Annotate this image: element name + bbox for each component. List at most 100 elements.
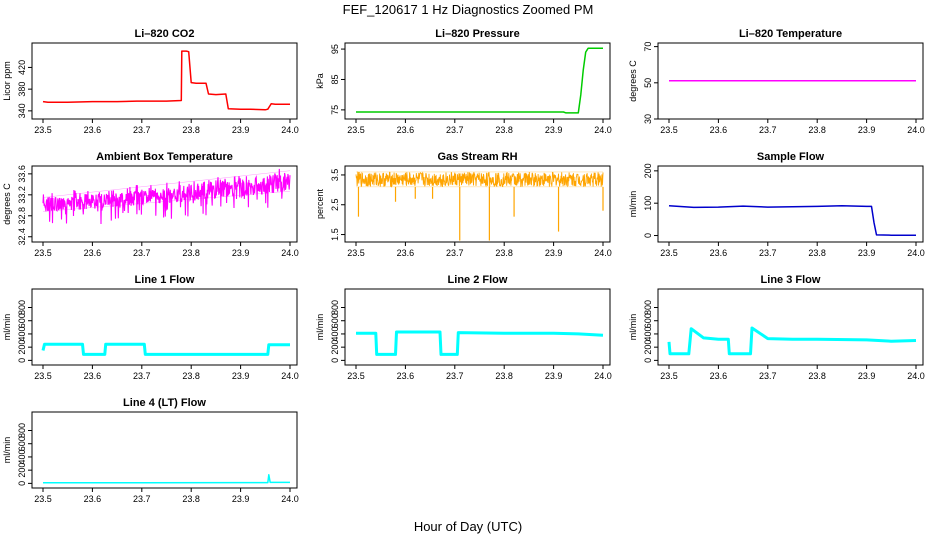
x-tick-label: 23.8 (808, 371, 826, 381)
x-tick-label: 23.7 (446, 248, 464, 258)
x-tick-label: 23.5 (34, 371, 52, 381)
y-axis-label: percent (315, 188, 325, 219)
x-tick-label: 23.6 (397, 371, 415, 381)
x-tick-label: 24.0 (281, 371, 299, 381)
y-tick-label: 32.4 (17, 228, 27, 246)
y-axis-label: ml/min (628, 314, 638, 341)
y-tick-label: 600 (643, 313, 653, 328)
panel-title: Line 1 Flow (135, 274, 195, 286)
y-axis-label: ml/min (315, 314, 325, 341)
x-tick-label: 23.7 (759, 125, 777, 135)
x-tick-label: 23.5 (660, 371, 678, 381)
y-tick-label: 200 (17, 463, 27, 478)
panel-title: Gas Stream RH (437, 151, 517, 163)
x-tick-label: 23.5 (34, 494, 52, 504)
y-axis-label: kPa (315, 73, 325, 89)
y-tick-label: 0 (330, 358, 340, 363)
y-axis-label: ml/min (628, 191, 638, 218)
x-tick-label: 23.9 (232, 248, 250, 258)
y-tick-label: 32.8 (17, 207, 27, 225)
x-tick-label: 23.8 (495, 248, 513, 258)
panel-title: Li–820 Pressure (435, 28, 519, 40)
y-tick-label: 200 (17, 340, 27, 355)
y-tick-label: 33.2 (17, 186, 27, 204)
y-tick-label: 800 (17, 300, 27, 315)
x-tick-label: 23.6 (84, 248, 102, 258)
y-axis-label: ml/min (2, 314, 12, 341)
y-axis-label: ml/min (2, 437, 12, 464)
y-tick-label: 400 (17, 326, 27, 341)
x-tick-label: 23.8 (808, 125, 826, 135)
y-tick-label: 75 (330, 105, 340, 115)
panel-title: Ambient Box Temperature (96, 151, 233, 163)
y-tick-label: 33.6 (17, 165, 27, 183)
x-tick-label: 23.8 (495, 371, 513, 381)
plot-frame (657, 165, 924, 243)
figure-title: FEF_120617 1 Hz Diagnostics Zoomed PM (343, 2, 594, 17)
x-tick-label: 24.0 (594, 125, 612, 135)
x-tick-label: 23.5 (347, 371, 365, 381)
panel-title: Li–820 Temperature (739, 28, 842, 40)
x-tick-label: 24.0 (281, 125, 299, 135)
x-tick-label: 23.7 (133, 125, 151, 135)
x-tick-label: 23.9 (858, 125, 876, 135)
panel-3: Li–820 Temperature 23.5 23.6 23.7 23.8 23.9 24… (628, 28, 925, 135)
x-tick-label: 23.8 (182, 125, 200, 135)
y-tick-label: 200 (643, 340, 653, 355)
panel-8: Line 2 Flow 23.5 23.6 23.7 23.8 23.9 24.0 0 2004… (315, 274, 612, 381)
x-tick-label: 23.6 (710, 125, 728, 135)
series-line-1 (42, 50, 290, 111)
y-tick-label: 0 (643, 233, 653, 238)
x-tick-label: 23.9 (232, 371, 250, 381)
x-tick-label: 23.5 (34, 125, 52, 135)
plot-frame (344, 165, 611, 243)
y-tick-label: 70 (643, 42, 653, 52)
series-line-1 (667, 326, 917, 356)
y-tick-label: 800 (17, 423, 27, 438)
x-tick-label: 23.9 (858, 248, 876, 258)
panel-title: Line 4 (LT) Flow (123, 397, 206, 409)
panel-title: Sample Flow (757, 151, 825, 163)
panel-5: Gas Stream RH 23.5 23.6 23.7 23.8 23.9 24.0 1.5… (315, 151, 612, 258)
x-tick-label: 23.7 (759, 371, 777, 381)
plot-frame (31, 42, 298, 120)
panel-title: Li–820 CO2 (135, 28, 195, 40)
x-tick-label: 23.7 (759, 248, 777, 258)
x-tick-label: 23.9 (232, 494, 250, 504)
series-line-1 (356, 330, 604, 356)
y-tick-label: 600 (330, 313, 340, 328)
y-tick-label: 50 (643, 78, 653, 88)
x-tick-label: 24.0 (907, 371, 925, 381)
plot-frame (344, 288, 611, 366)
y-axis-label: degrees C (628, 60, 638, 102)
x-tick-label: 23.5 (34, 248, 52, 258)
x-tick-label: 24.0 (907, 248, 925, 258)
x-tick-label: 23.9 (858, 371, 876, 381)
x-tick-label: 23.9 (232, 125, 250, 135)
x-tick-label: 23.8 (182, 371, 200, 381)
panel-title: Line 2 Flow (448, 274, 508, 286)
x-tick-label: 23.7 (133, 494, 151, 504)
y-tick-label: 95 (330, 44, 340, 54)
x-tick-label: 23.5 (660, 125, 678, 135)
panel-7: Line 1 Flow 23.5 23.6 23.7 23.8 23.9 24.0 0 2004… (2, 274, 299, 381)
series-line-temp-low (42, 190, 291, 212)
x-tick-label: 23.5 (660, 248, 678, 258)
x-tick-label: 23.6 (397, 248, 415, 258)
x-tick-label: 23.8 (808, 248, 826, 258)
x-tick-label: 23.9 (545, 248, 563, 258)
x-tick-label: 23.9 (545, 125, 563, 135)
y-tick-label: 30 (643, 114, 653, 124)
y-tick-label: 600 (17, 313, 27, 328)
series-line-rh (355, 171, 604, 188)
plot-frame (657, 42, 924, 120)
series-line-1 (668, 205, 916, 236)
series-line-temp-band (42, 168, 291, 225)
plot-frame (31, 411, 298, 489)
y-tick-label: 400 (17, 449, 27, 464)
y-tick-label: 800 (643, 300, 653, 315)
panel-2: Li–820 Pressure 23.5 23.6 23.7 23.8 23.9 24.0 7… (315, 28, 612, 135)
x-tick-label: 23.9 (545, 371, 563, 381)
y-tick-label: 420 (17, 60, 27, 75)
